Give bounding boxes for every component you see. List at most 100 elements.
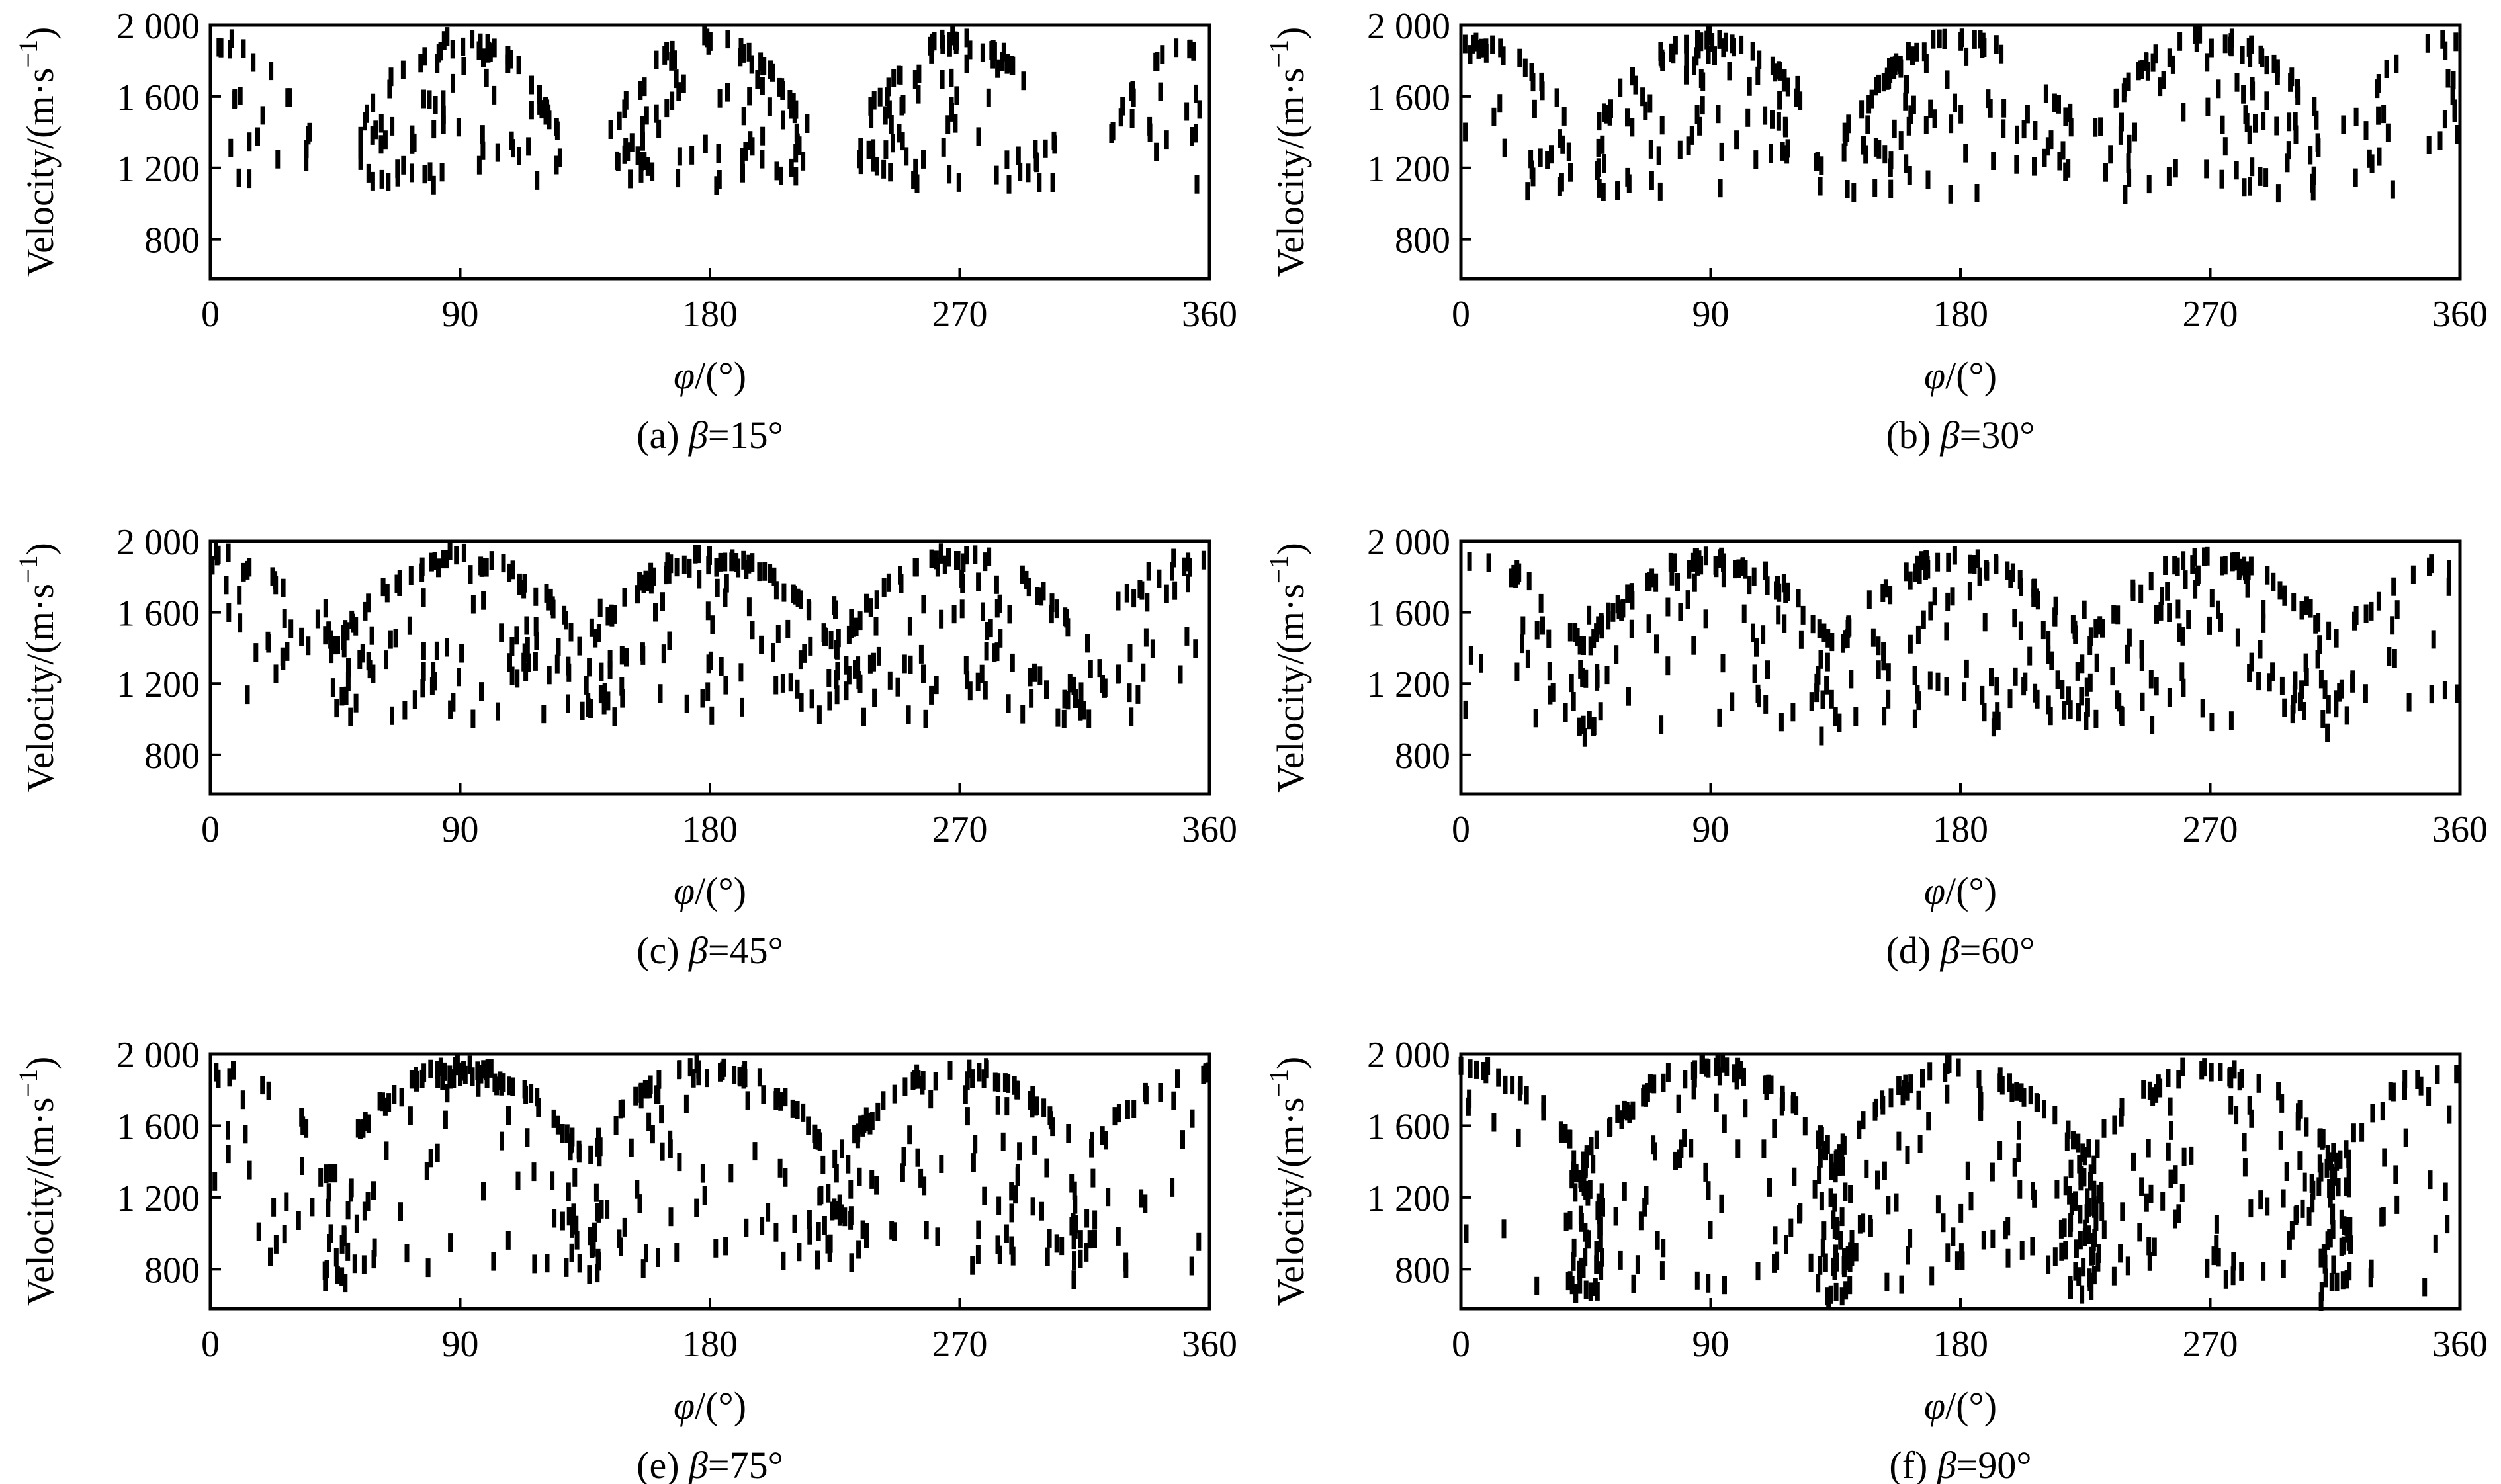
x-axis-label: φ/(°) [674,869,746,912]
data-point [1569,674,1574,693]
data-point [1586,1230,1591,1249]
data-point [334,699,339,718]
data-point [399,1088,404,1107]
data-point [612,605,617,624]
data-point [2167,48,2172,67]
data-point [2299,601,2304,620]
data-point [2313,615,2318,634]
data-point [478,556,484,576]
data-point [1033,1097,1038,1116]
data-point [2089,1282,2094,1300]
data-point [445,638,449,657]
data-point [1002,1073,1008,1092]
data-point [435,1061,440,1079]
data-point [329,644,334,664]
data-point [1818,1256,1823,1275]
data-point [1916,1090,1921,1110]
data-point [2080,1143,2085,1162]
data-point [995,1096,1000,1115]
data-point [2418,1076,2424,1096]
data-point [790,1099,795,1118]
data-point [2442,681,2447,700]
data-point [2223,1270,2228,1289]
data-point [1009,1182,1014,1201]
data-point [928,1090,934,1109]
data-point [995,59,1000,78]
data-point [2167,688,2172,707]
data-point [1563,703,1568,722]
data-point [717,89,723,108]
data-point [488,1059,494,1078]
data-point [1587,605,1592,625]
data-point [2317,635,2322,654]
data-point [1010,1246,1016,1266]
data-point [410,163,414,183]
data-point [1815,152,1820,171]
data-point [2001,119,2006,138]
data-point [992,1072,998,1092]
data-point [746,42,752,62]
data-point [1706,1274,1711,1293]
data-point [1967,582,1972,601]
data-point [1767,1178,1772,1197]
data-point [1851,183,1857,202]
data-point [507,563,512,582]
data-point [408,566,414,585]
data-point [656,1070,662,1089]
data-point [889,115,894,134]
data-point [2422,1278,2428,1297]
data-point [1689,126,1694,145]
data-point [524,616,529,635]
data-point [2014,1082,2019,1101]
data-point [635,146,640,165]
data-point [509,666,515,685]
data-point [888,163,893,182]
data-point [642,152,647,170]
y-axis-label-close: ) [1269,27,1312,40]
data-point [638,81,643,100]
y-axis-label: Velocity/(m·s−1) [1264,27,1312,277]
data-point [260,1076,265,1095]
data-point [2158,1078,2163,1098]
data-point [1581,715,1586,734]
data-point [1010,653,1015,672]
data-point [484,1062,489,1081]
y-axis-label-exponent: −1 [1264,1069,1294,1098]
data-point [967,1059,972,1078]
panel-caption: (d) β=60° [1886,929,2035,972]
data-point [977,1063,982,1082]
data-point [1669,566,1675,586]
data-point [467,1055,472,1074]
data-point [562,605,567,625]
data-point [401,155,406,175]
data-point [2176,1204,2181,1223]
data-point [2146,1237,2152,1256]
data-point [2186,610,2191,629]
data-point [323,599,328,618]
data-point [501,554,506,573]
data-point [2317,1129,2322,1148]
data-point [2391,1082,2396,1102]
data-point [1471,34,1475,54]
data-point [887,100,892,119]
data-point [1550,683,1556,702]
data-point [1819,1192,1824,1211]
data-point [2222,556,2228,575]
y-tick-label: 1 600 [1367,593,1450,634]
data-point [282,609,287,628]
data-point [1155,52,1160,71]
data-point [1715,1055,1720,1074]
data-point [1841,1258,1847,1278]
data-point [1047,1229,1052,1248]
data-point [224,576,229,595]
data-point [833,1201,838,1220]
data-point [523,662,529,681]
data-point [1016,146,1021,165]
data-point [245,685,250,705]
data-point [719,657,724,676]
data-point [1656,146,1661,165]
data-point [1668,552,1673,572]
data-point [1896,1131,1902,1151]
data-point [1994,677,1999,696]
data-point [654,50,659,69]
